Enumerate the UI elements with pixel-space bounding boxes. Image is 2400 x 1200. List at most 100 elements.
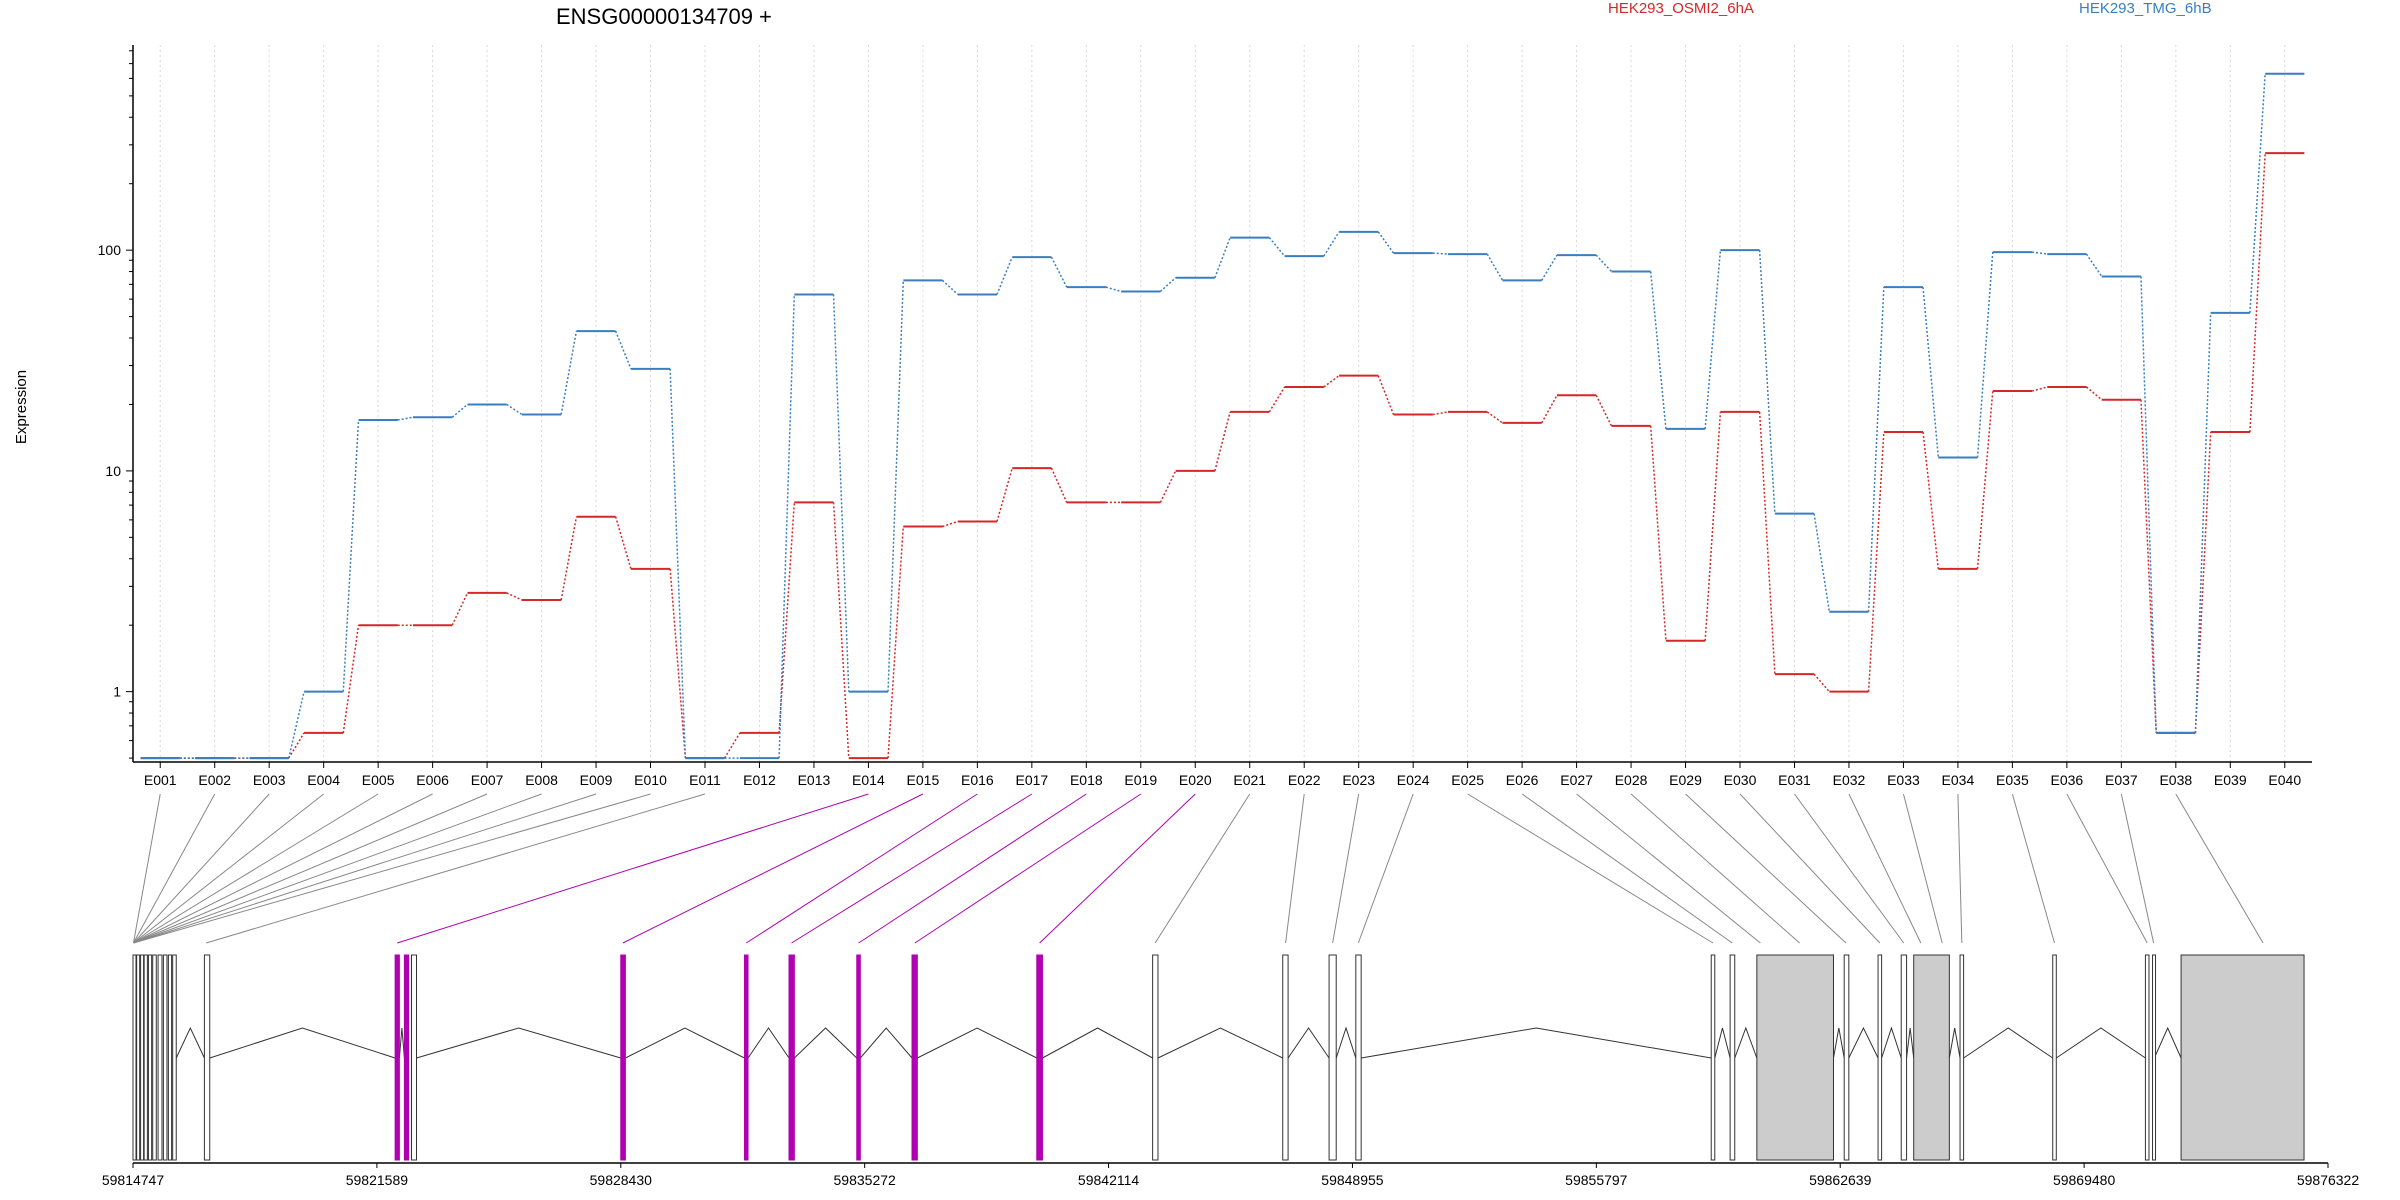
exon-box: [620, 954, 626, 1161]
exon-label: E033: [1887, 772, 1920, 788]
series-connector: [1704, 250, 1722, 429]
exon-label: E040: [2268, 772, 2301, 788]
series-layer: [140, 72, 2305, 760]
plot-axes: 1 10 100: [98, 45, 2312, 763]
series-connector: [1050, 467, 1068, 503]
series-connector: [2085, 253, 2103, 277]
intron-line: [1335, 1026, 1357, 1059]
connector-line: [206, 793, 706, 944]
exon-label: E025: [1451, 772, 1484, 788]
series-connector: [2249, 153, 2266, 433]
series-connector: [1976, 252, 1994, 458]
series-connector: [1541, 394, 1558, 424]
series-connector: [778, 294, 796, 759]
exon-label: E035: [1996, 772, 2029, 788]
series-connector: [2140, 399, 2157, 733]
series-connector: [1323, 375, 1340, 388]
connector-line: [2175, 793, 2264, 944]
coord-tick-label: 59862639: [1809, 1172, 1872, 1188]
exon-box: [788, 954, 795, 1161]
connector-line: [1576, 793, 1761, 944]
series-connector: [1758, 250, 1776, 514]
series-connector: [1377, 231, 1395, 254]
exon-label: E013: [798, 772, 831, 788]
exon-label: E008: [525, 772, 558, 788]
series-connector: [451, 592, 469, 626]
connector-line: [1630, 793, 1800, 944]
series-connector: [1813, 673, 1830, 693]
intron-line: [1833, 1027, 1845, 1059]
exon-box: [1756, 954, 1834, 1161]
connector-line: [2011, 793, 2055, 944]
exon-box: [162, 954, 168, 1161]
connector-line: [133, 793, 651, 944]
intron-line: [1906, 1027, 1915, 1059]
series-connector: [778, 502, 796, 733]
series-connector: [560, 516, 578, 601]
series-connector: [2031, 251, 2048, 255]
y-tick-label: 10: [105, 463, 121, 479]
intron-line: [416, 1027, 621, 1059]
series-connector: [1432, 411, 1449, 416]
intron-line: [1714, 1027, 1731, 1059]
connector-line: [791, 793, 1033, 944]
series-connector: [887, 526, 905, 759]
exon-box: [172, 954, 177, 1161]
series-connector: [996, 256, 1013, 295]
series-connector: [2140, 276, 2157, 733]
connector-line: [1332, 793, 1360, 944]
series-connector: [1758, 411, 1776, 675]
connector-line: [1039, 793, 1196, 944]
exon-box: [152, 954, 157, 1161]
exon-label: E004: [307, 772, 340, 788]
coord-tick-label: 59848955: [1321, 1172, 1384, 1188]
exon-label: E019: [1124, 772, 1157, 788]
coord-tick-label: 59814747: [102, 1172, 165, 1188]
series-connector: [451, 403, 468, 418]
series-connector: [1105, 286, 1122, 293]
exon-label: E016: [961, 772, 994, 788]
connector-line: [133, 793, 379, 944]
series-connector: [1050, 256, 1068, 288]
exon-box: [1152, 954, 1159, 1161]
exon-label: E007: [471, 772, 504, 788]
series-connector: [1486, 253, 1504, 281]
intron-line: [625, 1027, 745, 1059]
coord-tick-label: 59835272: [834, 1172, 897, 1188]
series-connector: [1922, 287, 1940, 458]
series-2: [140, 72, 2305, 760]
exon-label: E023: [1342, 772, 1375, 788]
exon-box: [143, 954, 148, 1161]
connector-line: [1957, 793, 1963, 944]
series-connector: [1432, 252, 1449, 255]
exon-box: [1729, 954, 1736, 1161]
intron-line: [1948, 1027, 1961, 1059]
intron-line: [917, 1027, 1037, 1059]
intron-line: [1042, 1027, 1153, 1059]
connector-line: [745, 793, 978, 944]
intron-line: [794, 1027, 858, 1059]
intron-line: [859, 1027, 913, 1059]
series-connector: [506, 403, 523, 416]
series-connector: [1595, 254, 1613, 273]
exon-label: E006: [416, 772, 449, 788]
exon-box: [394, 954, 400, 1161]
series-connector: [1922, 431, 1940, 569]
series-connector: [832, 502, 850, 759]
series-connector: [1268, 237, 1286, 257]
exon-box: [2152, 954, 2157, 1161]
series-connector: [1867, 431, 1885, 692]
series-connector: [942, 520, 958, 528]
exon-label: E027: [1560, 772, 1593, 788]
exon-label: E022: [1288, 772, 1321, 788]
connector-line: [1902, 793, 1943, 944]
connector-line: [1285, 793, 1305, 944]
exon-label: E020: [1179, 772, 1212, 788]
series-connector: [1704, 411, 1722, 641]
connector-line: [1685, 793, 1847, 944]
series-connector: [1649, 271, 1667, 429]
connector-line: [1848, 793, 1922, 944]
exon-label: E018: [1070, 772, 1103, 788]
exon-label: E037: [2105, 772, 2138, 788]
